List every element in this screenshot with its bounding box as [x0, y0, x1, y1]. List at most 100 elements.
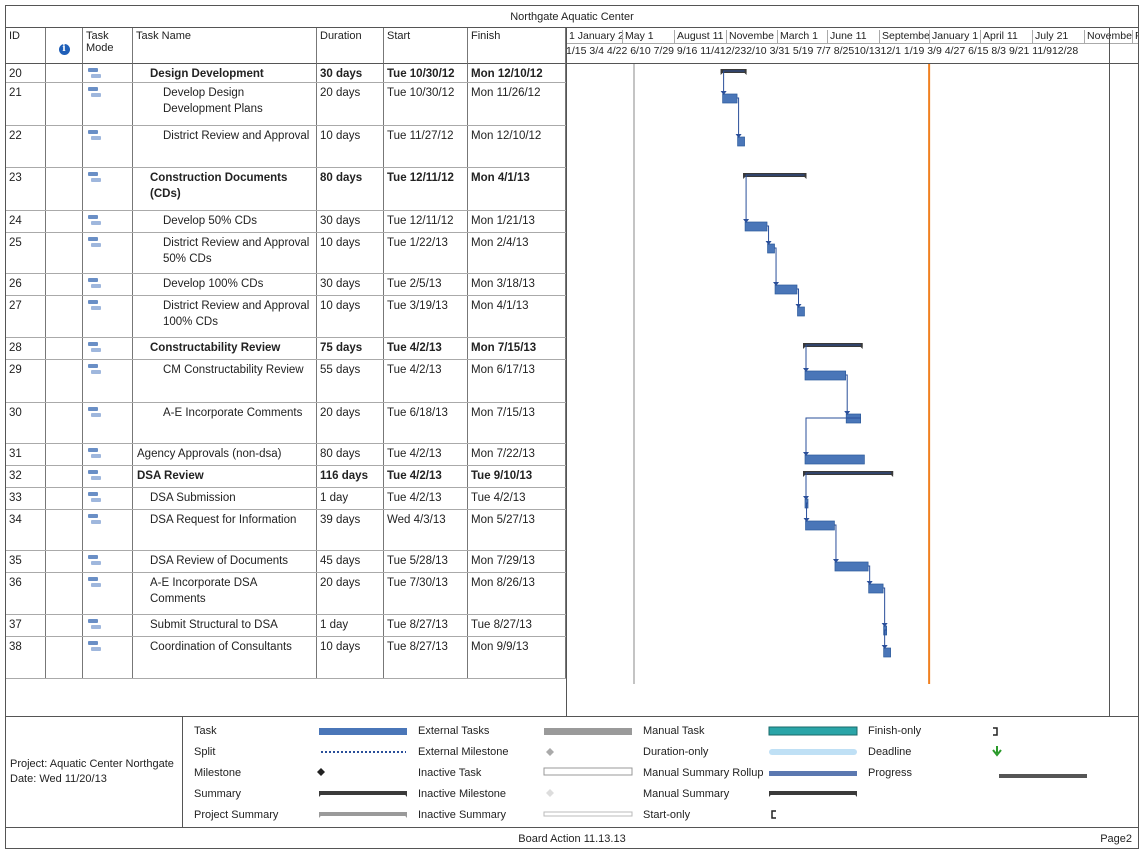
task-row[interactable]: 36 A-E Incorporate DSA Comments 20 days Tue…	[6, 573, 566, 615]
task-row[interactable]: 20 Design Development 30 days Tue 10/30/12 M…	[6, 64, 566, 83]
task-start: Tue 5/28/13	[384, 551, 468, 572]
task-finish: Mon 7/22/13	[468, 444, 566, 465]
auto-scheduled-icon	[88, 407, 102, 417]
task-finish: Mon 7/29/13	[468, 551, 566, 572]
legend-summary: Summary	[194, 788, 242, 800]
task-start: Wed 4/3/13	[384, 510, 468, 550]
task-id: 28	[6, 338, 46, 359]
timescale-upper-label: July 21	[1032, 30, 1068, 44]
task-id: 33	[6, 488, 46, 509]
task-row[interactable]: 23 Construction Documents (CDs) 80 days Tue…	[6, 168, 566, 211]
task-row[interactable]: 26 Develop 100% CDs 30 days Tue 2/5/13 Mon 3…	[6, 274, 566, 296]
timescale-upper-label: 1 January 2	[566, 30, 624, 44]
task-start: Tue 4/2/13	[384, 360, 468, 402]
timescale-upper-label: April 11	[980, 30, 1018, 44]
info-icon: i	[58, 44, 70, 55]
legend-swatches-2	[543, 728, 633, 817]
col-header-finish[interactable]: Finish	[468, 28, 566, 64]
legend-swatches-4	[992, 727, 1087, 778]
task-mode-cell	[83, 444, 133, 465]
task-row[interactable]: 24 Develop 50% CDs 30 days Tue 12/11/12 Mon …	[6, 211, 566, 233]
task-finish: Mon 5/27/13	[468, 510, 566, 550]
task-name: CM Constructability Review	[133, 360, 317, 402]
task-mode-cell	[83, 488, 133, 509]
task-id: 29	[6, 360, 46, 402]
task-row[interactable]: 33 DSA Submission 1 day Tue 4/2/13 Tue 4/2/1…	[6, 488, 566, 510]
task-id: 21	[6, 83, 46, 125]
col-header-indicators[interactable]: i	[46, 28, 83, 64]
task-row[interactable]: 30 A-E Incorporate Comments 20 days Tue 6/1…	[6, 403, 566, 444]
dependency-link	[868, 565, 871, 583]
col-header-start[interactable]: Start	[384, 28, 468, 64]
task-finish: Mon 4/1/13	[468, 296, 566, 337]
timescale-upper-label: Novembe	[1084, 30, 1132, 44]
auto-scheduled-icon	[88, 514, 102, 524]
task-row[interactable]: 38 Coordination of Consultants 10 days Tue …	[6, 637, 566, 679]
task-mode-cell	[83, 233, 133, 273]
task-id: 22	[6, 126, 46, 167]
task-row[interactable]: 27 District Review and Approval 100% CDs 1…	[6, 296, 566, 338]
auto-scheduled-icon	[88, 172, 102, 182]
task-indicators	[46, 615, 83, 636]
col-header-task-name[interactable]: Task Name	[133, 28, 317, 64]
task-row[interactable]: 31 Agency Approvals (non-dsa) 80 days Tue 4…	[6, 444, 566, 466]
task-indicators	[46, 444, 83, 465]
dependency-arrow	[803, 452, 810, 456]
task-mode-cell	[83, 126, 133, 167]
task-id: 38	[6, 637, 46, 678]
task-row[interactable]: 25 District Review and Approval 50% CDs 10…	[6, 233, 566, 274]
task-id: 32	[6, 466, 46, 487]
auto-scheduled-icon	[88, 492, 102, 502]
legend-external-milestone: External Milestone	[418, 746, 509, 758]
legend-col-1: Task Split Milestone Summary Project Sum…	[194, 723, 278, 828]
dependency-link	[737, 97, 740, 136]
task-duration: 116 days	[317, 466, 384, 487]
task-row[interactable]: 32 DSA Review 116 days Tue 4/2/13 Tue 9/10/1…	[6, 466, 566, 488]
task-id: 26	[6, 274, 46, 295]
task-name: District Review and Approval	[133, 126, 317, 167]
task-finish: Mon 7/15/13	[468, 338, 566, 359]
dependency-arrow	[743, 219, 750, 223]
task-row[interactable]: 28 Constructability Review 75 days Tue 4/2/…	[6, 338, 566, 360]
col-header-id[interactable]: ID	[6, 28, 46, 64]
col-header-duration[interactable]: Duration	[317, 28, 384, 64]
task-bar	[774, 284, 798, 295]
task-indicators	[46, 403, 83, 443]
task-indicators	[46, 637, 83, 678]
task-name: DSA Request for Information	[133, 510, 317, 550]
dependency-link	[845, 374, 848, 413]
task-indicators	[46, 466, 83, 487]
task-name: District Review and Approval 50% CDs	[133, 233, 317, 273]
auto-scheduled-icon	[88, 641, 102, 651]
task-row[interactable]: 37 Submit Structural to DSA 1 day Tue 8/27/…	[6, 615, 566, 637]
auto-scheduled-icon	[88, 448, 102, 458]
col-header-task-mode[interactable]: Task Mode	[83, 28, 133, 64]
auto-scheduled-icon	[88, 68, 102, 78]
task-name: Coordination of Consultants	[133, 637, 317, 678]
task-row[interactable]: 22 District Review and Approval 10 days Tue…	[6, 126, 566, 168]
task-bar	[737, 136, 745, 147]
task-row[interactable]: 21 Develop Design Development Plans 20 day…	[6, 83, 566, 126]
summary-bar-cap	[740, 69, 747, 75]
auto-scheduled-icon	[88, 278, 102, 288]
dependency-link	[796, 288, 800, 306]
task-row[interactable]: 34 DSA Request for Information 39 days Wed …	[6, 510, 566, 551]
task-finish: Mon 12/10/12	[468, 64, 566, 82]
task-bar	[804, 454, 865, 465]
task-mode-cell	[83, 211, 133, 232]
task-name: DSA Review of Documents	[133, 551, 317, 572]
task-indicators	[46, 64, 83, 82]
task-row[interactable]: 35 DSA Review of Documents 45 days Tue 5/28…	[6, 551, 566, 573]
legend-project-summary: Project Summary	[194, 809, 279, 821]
task-start: Tue 4/2/13	[384, 488, 468, 509]
task-name: DSA Submission	[133, 488, 317, 509]
legend-inactive-task: Inactive Task	[418, 767, 482, 779]
task-start: Tue 11/27/12	[384, 126, 468, 167]
task-row[interactable]: 29 CM Constructability Review 55 days Tue 4…	[6, 360, 566, 403]
legend-manual-summary-rollup: Manual Summary Rollup	[643, 767, 764, 779]
board-action: Board Action 11.13.13	[518, 833, 626, 845]
task-mode-cell	[83, 360, 133, 402]
legend-start-only: Start-only	[643, 809, 691, 821]
task-start: Tue 8/27/13	[384, 615, 468, 636]
legend-swatches-3	[768, 726, 858, 819]
